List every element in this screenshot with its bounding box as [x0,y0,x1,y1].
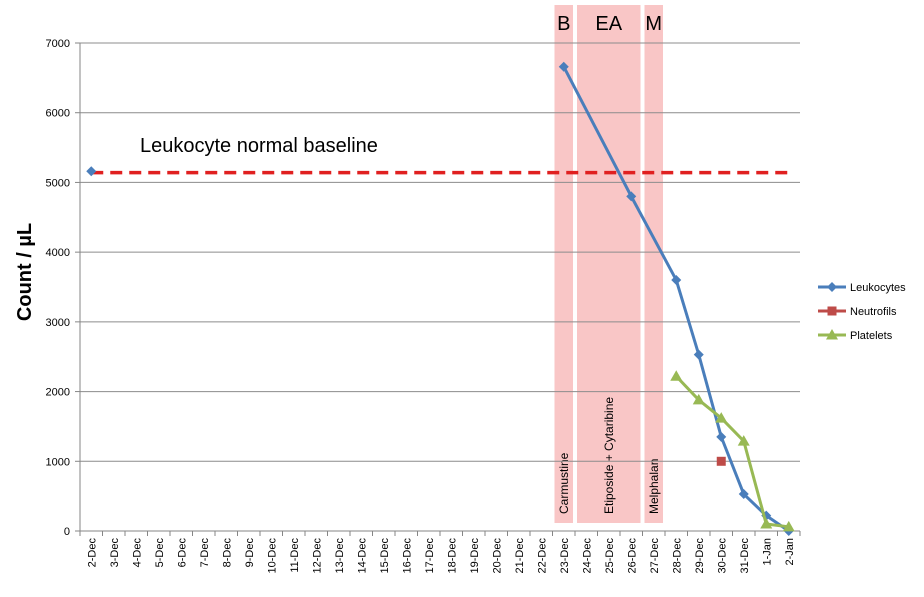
y-tick-label: 2000 [46,387,70,399]
x-tick-label: 3-Dec [109,538,121,568]
series-leukocytes [86,61,794,536]
point-leukocytes [716,431,727,442]
x-tick-label: 7-Dec [199,538,211,568]
drug-label-1: Etiposide + Cytaribine [602,397,616,514]
legend: Leukocytes Neutrofils Platelets [818,282,906,342]
axes: 0 1000 2000 3000 4000 5000 6000 7000 2-Dec 3-Dec 4… [46,38,801,574]
point-leukocytes [671,275,682,286]
x-tick-label: 11-Dec [289,538,301,573]
y-tick-label: 7000 [46,38,70,50]
y-tick-label: 3000 [46,317,70,329]
y-tick-label: 1000 [46,456,70,468]
x-tick-label: 12-Dec [311,538,323,574]
x-tick-label: 28-Dec [671,538,683,574]
legend-marker-leukocytes [827,282,837,292]
x-tick-label: 13-Dec [334,538,346,574]
y-tick-label: 6000 [46,108,70,120]
x-tick-label: 30-Dec [716,538,728,574]
x-tick-label: 4-Dec [131,538,143,568]
point-platelets [692,393,705,405]
x-tick-label: 26-Dec [626,538,638,574]
x-tick-label: 20-Dec [491,538,503,574]
x-tick-label: 14-Dec [356,538,368,574]
x-tick-label: 22-Dec [536,538,548,574]
y-tick-label: 5000 [46,177,70,189]
x-tick-label: 8-Dec [221,538,233,568]
y-tick-label: 4000 [46,247,70,259]
x-tick-label: 2-Dec [86,538,98,568]
point-leukocytes [693,349,704,360]
band-label-0: B [557,13,570,35]
point-leukocytes [558,61,569,72]
baseline-group: Leukocyte normal baseline [91,135,789,175]
legend-label-leukocytes: Leukocytes [850,282,906,294]
point-leukocytes [86,166,97,177]
x-tick-label: 23-Dec [559,538,571,574]
point-platelets [782,520,795,532]
legend-marker-platelets [826,329,838,340]
series-line-platelets [675,375,789,529]
x-tick-label: 19-Dec [469,538,481,574]
x-tick-label: 16-Dec [401,538,413,574]
band-2 [644,5,663,523]
series-platelets [670,370,795,532]
x-tick-label: 10-Dec [266,538,278,574]
series-group [86,61,795,536]
legend-marker-neutrofils [827,306,837,316]
point-platelets [760,518,773,529]
x-tick-label: 5-Dec [154,538,166,568]
point-leukocytes [626,191,637,202]
x-tick-label: 29-Dec [694,538,706,574]
point-neutrofils [716,456,726,466]
x-tick-label: 31-Dec [739,538,751,574]
legend-label-neutrofils: Neutrofils [850,306,897,318]
band-0 [554,5,573,523]
drug-label-0: Carmustine [557,452,571,514]
band-1 [577,5,641,523]
y-tick-label: 0 [64,526,70,538]
series-neutrofils [716,456,726,466]
x-tick-label: 27-Dec [649,538,661,574]
gridlines [80,42,800,462]
x-tick-label: 6-Dec [176,538,188,568]
point-platelets [670,370,683,381]
x-tick-label: 2-Jan [784,538,796,566]
band-label-2: M [645,13,662,35]
band-label-1: EA [595,13,622,35]
x-tick-label: 18-Dec [446,538,458,574]
x-tick-label: 25-Dec [604,538,616,574]
x-tick-label: 9-Dec [244,538,256,568]
y-axis-label: Count / µL [14,223,36,321]
x-tick-label: 17-Dec [424,538,436,574]
baseline-label: Leukocyte normal baseline [140,135,378,157]
legend-label-platelets: Platelets [850,330,893,342]
drug-label-2: Melphalan [647,459,661,514]
x-tick-label: 1-Jan [761,538,773,566]
treatment-bands: B Carmustine EA Etiposide + Cytaribine M Melp… [554,5,663,523]
x-tick-label: 21-Dec [514,538,526,574]
x-tick-label: 15-Dec [379,538,391,574]
point-platelets [715,412,728,423]
x-tick-label: 24-Dec [581,538,593,574]
point-leukocytes [738,489,749,500]
point-platelets [737,435,750,446]
